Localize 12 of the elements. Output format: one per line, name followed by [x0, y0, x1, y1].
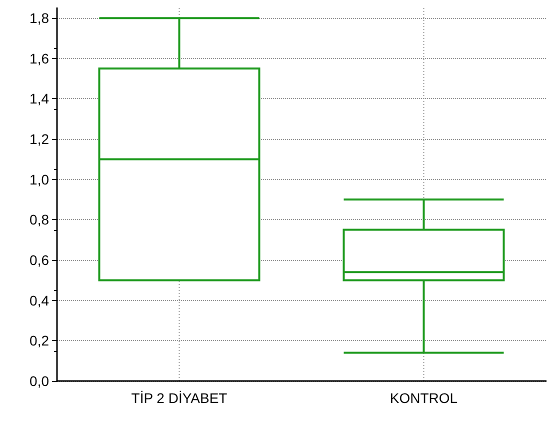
- y-tick-label: 0,2: [30, 332, 50, 349]
- y-tick-label: 1,2: [30, 131, 50, 148]
- y-tick-label: 1,8: [30, 10, 50, 26]
- y-tick-label: 0,0: [30, 373, 50, 389]
- x-tick-label: KONTROL: [390, 390, 458, 406]
- y-tick-label: 1,6: [30, 50, 50, 66]
- y-tick-label: 1,4: [30, 90, 50, 107]
- y-tick-label: 0,8: [30, 212, 50, 228]
- y-tick-label: 0,6: [30, 252, 50, 268]
- y-tick-label: 1,0: [30, 171, 50, 188]
- x-tick-label: TİP 2 DİYABET: [131, 390, 228, 406]
- y-tick-label: 0,4: [30, 292, 50, 308]
